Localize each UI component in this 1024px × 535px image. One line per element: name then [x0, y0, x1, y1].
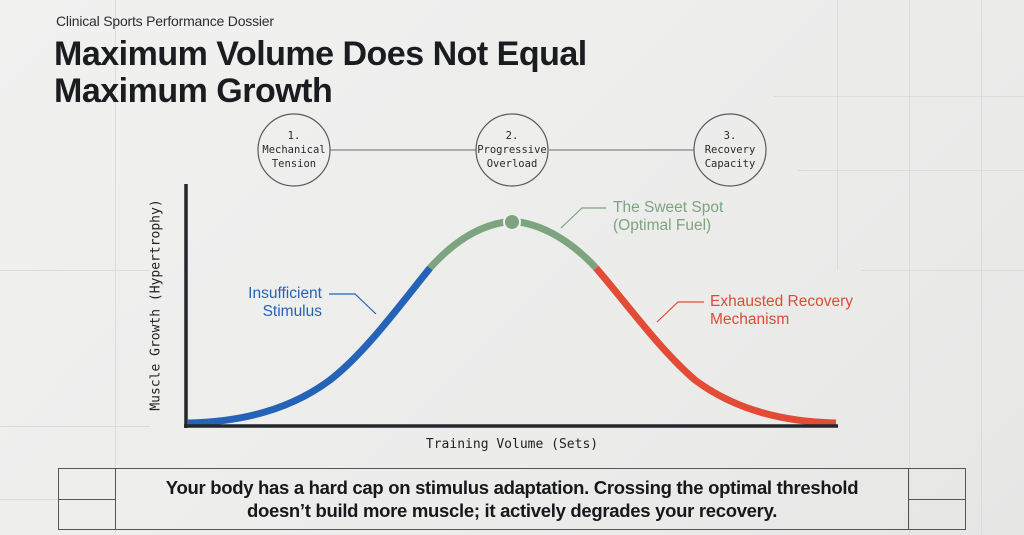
leader-line-exhausted [656, 301, 704, 323]
step-line: Overload [486, 158, 538, 170]
bg-grid-line [0, 426, 150, 427]
step-line: Tension [271, 158, 317, 170]
step-number: 1. [287, 130, 301, 142]
bg-grid-line [0, 270, 150, 271]
annotation-line: Insufficient [248, 285, 322, 302]
annotation-exhausted-recovery: Exhausted Recovery Mechanism [710, 293, 853, 329]
bg-grid-line [981, 0, 982, 535]
title-line-1: Maximum Volume Does Not Equal [54, 35, 587, 73]
step-line: Recovery [704, 144, 756, 156]
step-number: 3. [723, 130, 737, 142]
step-3-label: 3. Recovery Capacity [690, 129, 770, 171]
curve-sweet-spot-segment [518, 218, 599, 271]
annotation-line: Stimulus [262, 303, 322, 320]
step-line: Capacity [704, 158, 756, 170]
step-line: Progressive [477, 144, 547, 156]
callout-text: Your body has a hard cap on stimulus ada… [115, 469, 909, 529]
annotation-sweet-spot: The Sweet Spot (Optimal Fuel) [613, 199, 723, 235]
step-1-label: 1. Mechanical Tension [254, 129, 334, 171]
leader-line-sweet-spot [560, 207, 606, 229]
leader-line-insufficient [329, 293, 377, 315]
step-line: Mechanical [262, 144, 326, 156]
bg-grid-line [861, 270, 1024, 271]
curve-sweet-spot-segment [427, 218, 506, 271]
curve-exhausted-segment [593, 265, 837, 427]
step-circle-2 [475, 113, 549, 187]
title-line-2: Maximum Growth [54, 72, 333, 110]
x-axis-label: Training Volume (Sets) [425, 437, 599, 452]
annotation-insufficient-stimulus: Insufficient Stimulus [222, 285, 322, 321]
step-circle-3 [693, 113, 767, 187]
callout-side-cell [908, 469, 965, 529]
bg-grid-line [115, 0, 116, 535]
annotation-line: Mechanism [710, 311, 790, 328]
callout-side-cell [59, 469, 116, 529]
bg-grid-line [773, 96, 1024, 97]
step-number: 2. [505, 130, 519, 142]
callout-box: Your body has a hard cap on stimulus ada… [58, 468, 966, 530]
peak-marker [503, 213, 521, 231]
annotation-line: Exhausted Recovery [710, 293, 854, 310]
step-2-label: 2. Progressive Overload [472, 129, 552, 171]
bg-grid-line [909, 0, 910, 535]
callout-line-1: Your body has a hard cap on stimulus ada… [165, 477, 859, 498]
dossier-subtitle: Clinical Sports Performance Dossier [56, 13, 274, 29]
annotation-line: The Sweet Spot [613, 199, 724, 216]
bg-grid-line [837, 0, 838, 270]
step-circle-1 [257, 113, 331, 187]
curve-insufficient-segment [187, 265, 433, 427]
callout-line-2: doesn’t build more muscle; it actively d… [246, 500, 778, 521]
y-axis-label: Muscle Growth (Hypertrophy) [148, 199, 164, 411]
bg-grid-line [798, 170, 1024, 171]
page-title: Maximum Volume Does Not Equal Maximum Gr… [54, 36, 587, 110]
bg-grid-line [0, 499, 58, 500]
annotation-line: (Optimal Fuel) [613, 217, 712, 234]
